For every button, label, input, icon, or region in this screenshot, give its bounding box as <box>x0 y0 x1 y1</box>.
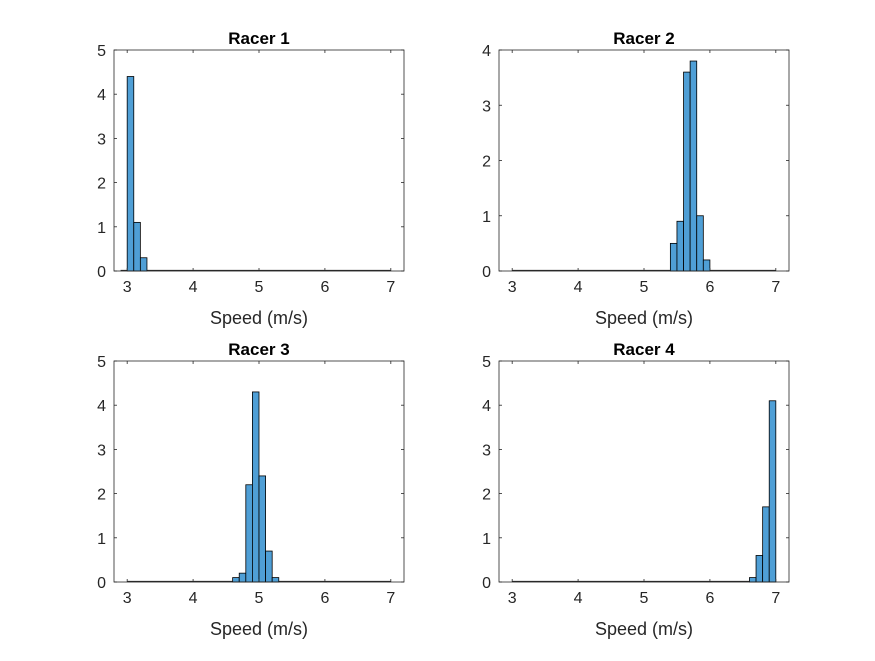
plot-area <box>114 50 404 271</box>
subplot-racer-1: 3 4 5 6 7 0 1 2 3 4 5 Racer 1 Speed (m/s) <box>97 29 405 328</box>
plot-area <box>499 361 789 582</box>
histogram-bar <box>133 221 141 272</box>
y-tick-label: 2 <box>97 176 106 193</box>
y-tick-label: 3 <box>482 442 491 459</box>
histogram-bar <box>126 76 135 272</box>
x-tick-label: 5 <box>640 279 649 296</box>
histogram-bar <box>245 484 253 583</box>
y-tick-label: 4 <box>97 87 106 104</box>
histogram-bar <box>265 550 273 583</box>
subplot-title: Racer 3 <box>228 340 289 359</box>
x-tick-label: 7 <box>386 279 395 296</box>
y-tick-label: 3 <box>97 442 106 459</box>
y-tick-label: 2 <box>482 154 491 171</box>
y-tick-label: 1 <box>97 220 106 237</box>
y-tick-label: 1 <box>482 209 491 226</box>
y-tick-label: 3 <box>482 98 491 115</box>
histogram-bar <box>749 577 757 583</box>
x-tick-label: 7 <box>771 590 780 607</box>
x-tick-label: 3 <box>508 590 517 607</box>
x-axis-label: Speed (m/s) <box>595 308 693 328</box>
subplot-title: Racer 2 <box>613 29 674 48</box>
y-tick-label: 0 <box>482 575 491 592</box>
histogram-bar <box>252 391 260 583</box>
x-tick-label: 4 <box>189 279 198 296</box>
y-tick-label: 3 <box>97 131 106 148</box>
x-axis-label: Speed (m/s) <box>210 308 308 328</box>
x-tick-label: 4 <box>574 279 583 296</box>
x-tick-label: 5 <box>640 590 649 607</box>
x-tick-label: 6 <box>705 590 714 607</box>
histogram-bar <box>258 475 266 583</box>
y-tick-label: 5 <box>97 43 106 60</box>
y-tick-label: 4 <box>482 43 491 60</box>
x-tick-label: 5 <box>255 590 264 607</box>
y-tick-label: 5 <box>482 354 491 371</box>
histogram-bar <box>238 572 247 583</box>
y-tick-label: 4 <box>97 398 106 415</box>
histogram-bar <box>768 400 777 583</box>
y-tick-label: 4 <box>482 398 491 415</box>
x-tick-label: 4 <box>574 590 583 607</box>
x-tick-label: 3 <box>508 279 517 296</box>
subplot-title: Racer 1 <box>228 29 289 48</box>
plot-area <box>499 50 789 271</box>
histogram-bar <box>271 577 280 583</box>
y-tick-label: 2 <box>482 487 491 504</box>
y-tick-label: 2 <box>97 487 106 504</box>
histogram-bar <box>696 215 704 272</box>
x-tick-label: 6 <box>705 279 714 296</box>
histogram-bar <box>669 242 678 272</box>
histogram-bar <box>683 71 691 272</box>
y-tick-label: 1 <box>482 531 491 548</box>
histogram-bar <box>676 220 684 272</box>
x-tick-label: 7 <box>386 590 395 607</box>
y-tick-label: 0 <box>97 575 106 592</box>
y-tick-label: 0 <box>97 264 106 281</box>
y-tick-label: 1 <box>97 531 106 548</box>
histogram-bar <box>702 259 711 272</box>
histogram-bar <box>755 555 764 583</box>
x-tick-label: 4 <box>189 590 198 607</box>
subplot-title: Racer 4 <box>613 340 675 359</box>
subplot-racer-3: 3 4 5 6 7 0 1 2 3 4 5 Racer 3 Speed (m/s) <box>97 340 405 639</box>
histogram-bar <box>139 257 148 272</box>
subplot-racer-4: 3 4 5 6 7 0 1 2 3 4 5 Racer 4 Speed (m/s) <box>482 340 790 639</box>
x-tick-label: 3 <box>123 590 132 607</box>
x-axis-label: Speed (m/s) <box>595 619 693 639</box>
x-axis-label: Speed (m/s) <box>210 619 308 639</box>
x-tick-label: 5 <box>255 279 264 296</box>
histogram-bar <box>762 506 770 583</box>
histogram-bar <box>232 577 240 583</box>
histogram-bar <box>689 60 698 272</box>
y-tick-label: 5 <box>97 354 106 371</box>
x-tick-label: 6 <box>320 279 329 296</box>
x-tick-label: 7 <box>771 279 780 296</box>
y-tick-label: 0 <box>482 264 491 281</box>
subplot-racer-2: 3 4 5 6 7 0 1 2 3 4 Racer 2 Speed (m/s) <box>482 29 790 328</box>
x-tick-label: 3 <box>123 279 132 296</box>
x-tick-label: 6 <box>320 590 329 607</box>
